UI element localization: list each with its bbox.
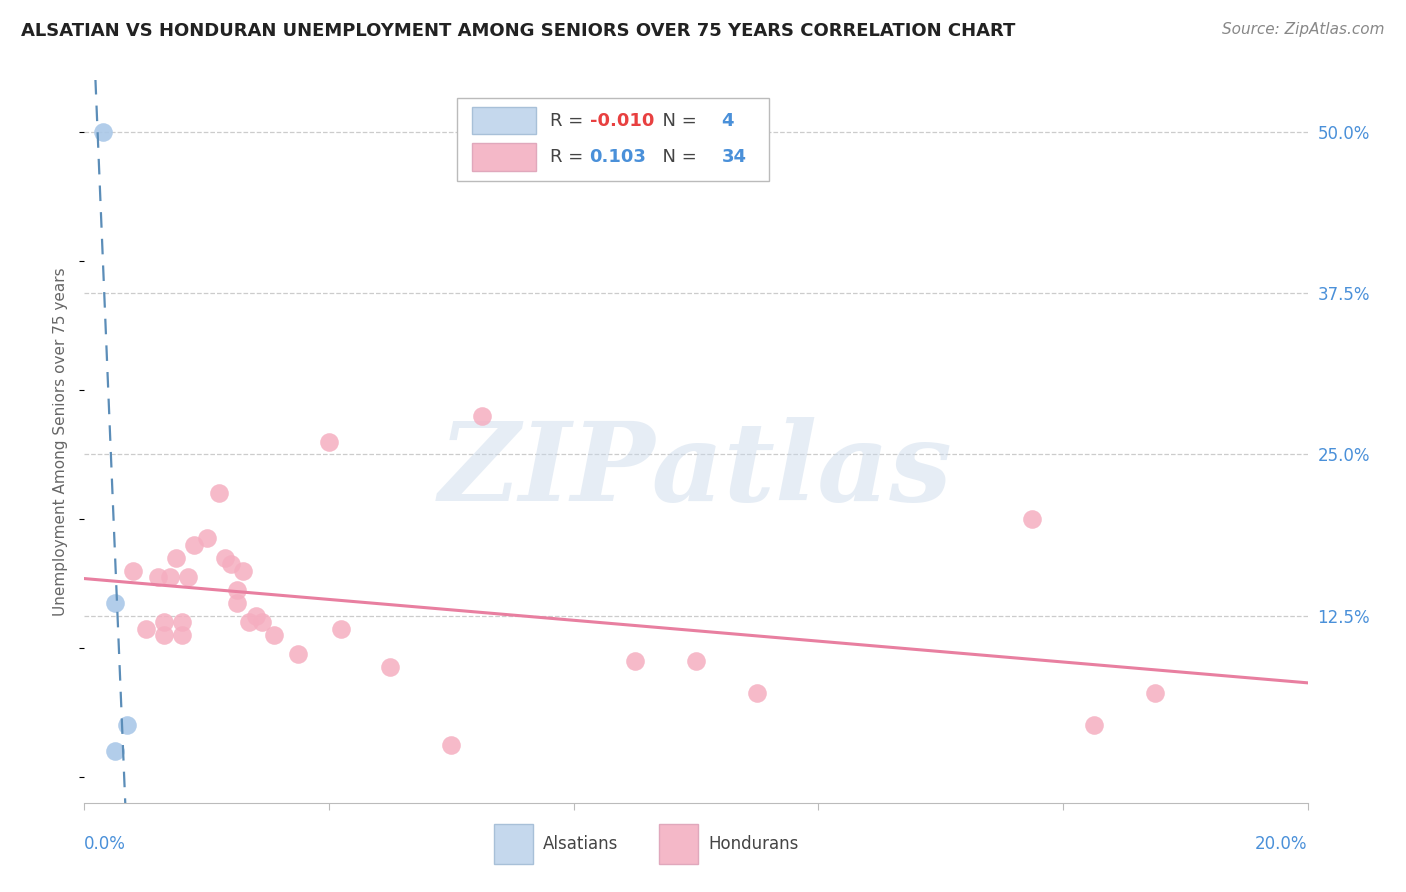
Point: [165, 550, 187, 565]
Text: Alsatians: Alsatians: [543, 835, 619, 854]
Point: [177, 570, 200, 584]
Point: [330, 622, 353, 636]
Point: [226, 582, 249, 597]
Point: [226, 596, 249, 610]
Point: [440, 738, 463, 752]
Text: 4: 4: [721, 112, 734, 129]
FancyBboxPatch shape: [472, 143, 536, 170]
Point: [135, 622, 157, 636]
Point: [747, 686, 769, 700]
Point: [91, 125, 114, 139]
Text: ALSATIAN VS HONDURAN UNEMPLOYMENT AMONG SENIORS OVER 75 YEARS CORRELATION CHART: ALSATIAN VS HONDURAN UNEMPLOYMENT AMONG …: [21, 22, 1015, 40]
Point: [208, 486, 231, 500]
Point: [172, 628, 194, 642]
FancyBboxPatch shape: [494, 824, 533, 864]
Text: ZIPatlas: ZIPatlas: [439, 417, 953, 524]
Text: N =: N =: [651, 112, 702, 129]
Point: [104, 744, 127, 758]
Point: [153, 615, 176, 630]
Text: Source: ZipAtlas.com: Source: ZipAtlas.com: [1222, 22, 1385, 37]
Point: [153, 628, 176, 642]
Point: [146, 570, 169, 584]
Point: [685, 654, 707, 668]
FancyBboxPatch shape: [659, 824, 699, 864]
Point: [104, 596, 127, 610]
Y-axis label: Unemployment Among Seniors over 75 years: Unemployment Among Seniors over 75 years: [53, 268, 69, 615]
Text: Hondurans: Hondurans: [709, 835, 799, 854]
Text: R =: R =: [550, 148, 595, 166]
Point: [214, 550, 236, 565]
Point: [1021, 512, 1043, 526]
Text: -0.010: -0.010: [589, 112, 654, 129]
Text: 0.0%: 0.0%: [84, 835, 127, 853]
Point: [318, 434, 340, 449]
Point: [380, 660, 402, 674]
Point: [287, 648, 309, 662]
Point: [159, 570, 181, 584]
Point: [1083, 718, 1105, 732]
Point: [115, 718, 138, 732]
Point: [263, 628, 285, 642]
Text: R =: R =: [550, 112, 589, 129]
FancyBboxPatch shape: [472, 107, 536, 135]
Text: 34: 34: [721, 148, 747, 166]
Point: [195, 531, 218, 545]
Point: [624, 654, 647, 668]
Text: 20.0%: 20.0%: [1256, 835, 1308, 853]
Text: N =: N =: [651, 148, 702, 166]
Point: [471, 409, 494, 423]
Point: [183, 538, 205, 552]
Point: [219, 557, 242, 571]
Point: [250, 615, 273, 630]
Point: [238, 615, 260, 630]
Text: 0.103: 0.103: [589, 148, 647, 166]
Point: [172, 615, 194, 630]
Point: [122, 564, 145, 578]
Point: [245, 608, 267, 623]
FancyBboxPatch shape: [457, 98, 769, 181]
Point: [232, 564, 254, 578]
Point: [1143, 686, 1166, 700]
